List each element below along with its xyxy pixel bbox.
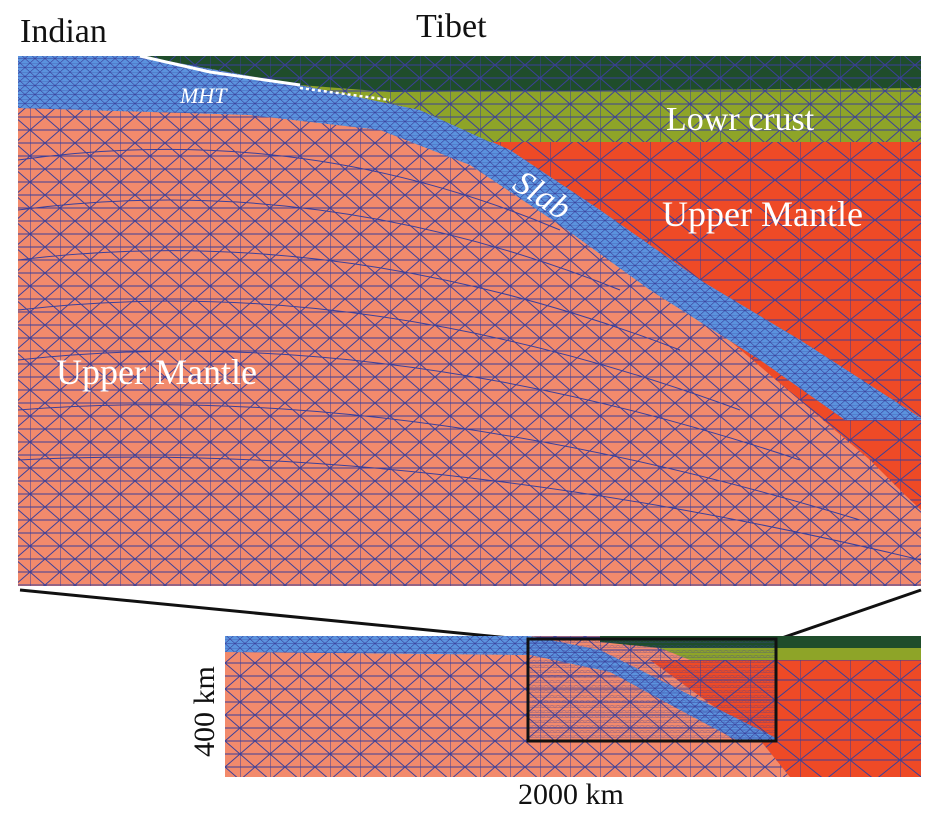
main-panel <box>18 56 921 586</box>
zoom-box <box>526 637 778 743</box>
label-indian: Indian <box>20 13 107 50</box>
slab-mesh <box>18 56 921 420</box>
label-scale-depth: 400 km <box>188 666 221 757</box>
zoom-connector-right <box>775 588 922 642</box>
label-upper-mantle-tibet: Upper Mantle <box>662 194 863 234</box>
lower-crust-mesh <box>300 85 921 142</box>
label-tibet: Tibet <box>416 8 487 45</box>
upper-crust-mesh <box>140 56 921 92</box>
zoom-connector-left <box>19 588 531 642</box>
surface-topography-line <box>139 54 301 87</box>
tibet-mantle-mesh <box>390 100 921 510</box>
label-mht: MHT <box>179 83 228 108</box>
mantle-curved-mesh <box>18 148 921 561</box>
label-upper-mantle-indian: Upper Mantle <box>56 352 257 392</box>
label-lower-crust: Lowr crust <box>666 101 815 138</box>
label-scale-width: 2000 km <box>518 778 624 811</box>
inset-panel <box>225 636 921 777</box>
inset-refined-mesh <box>530 640 776 740</box>
